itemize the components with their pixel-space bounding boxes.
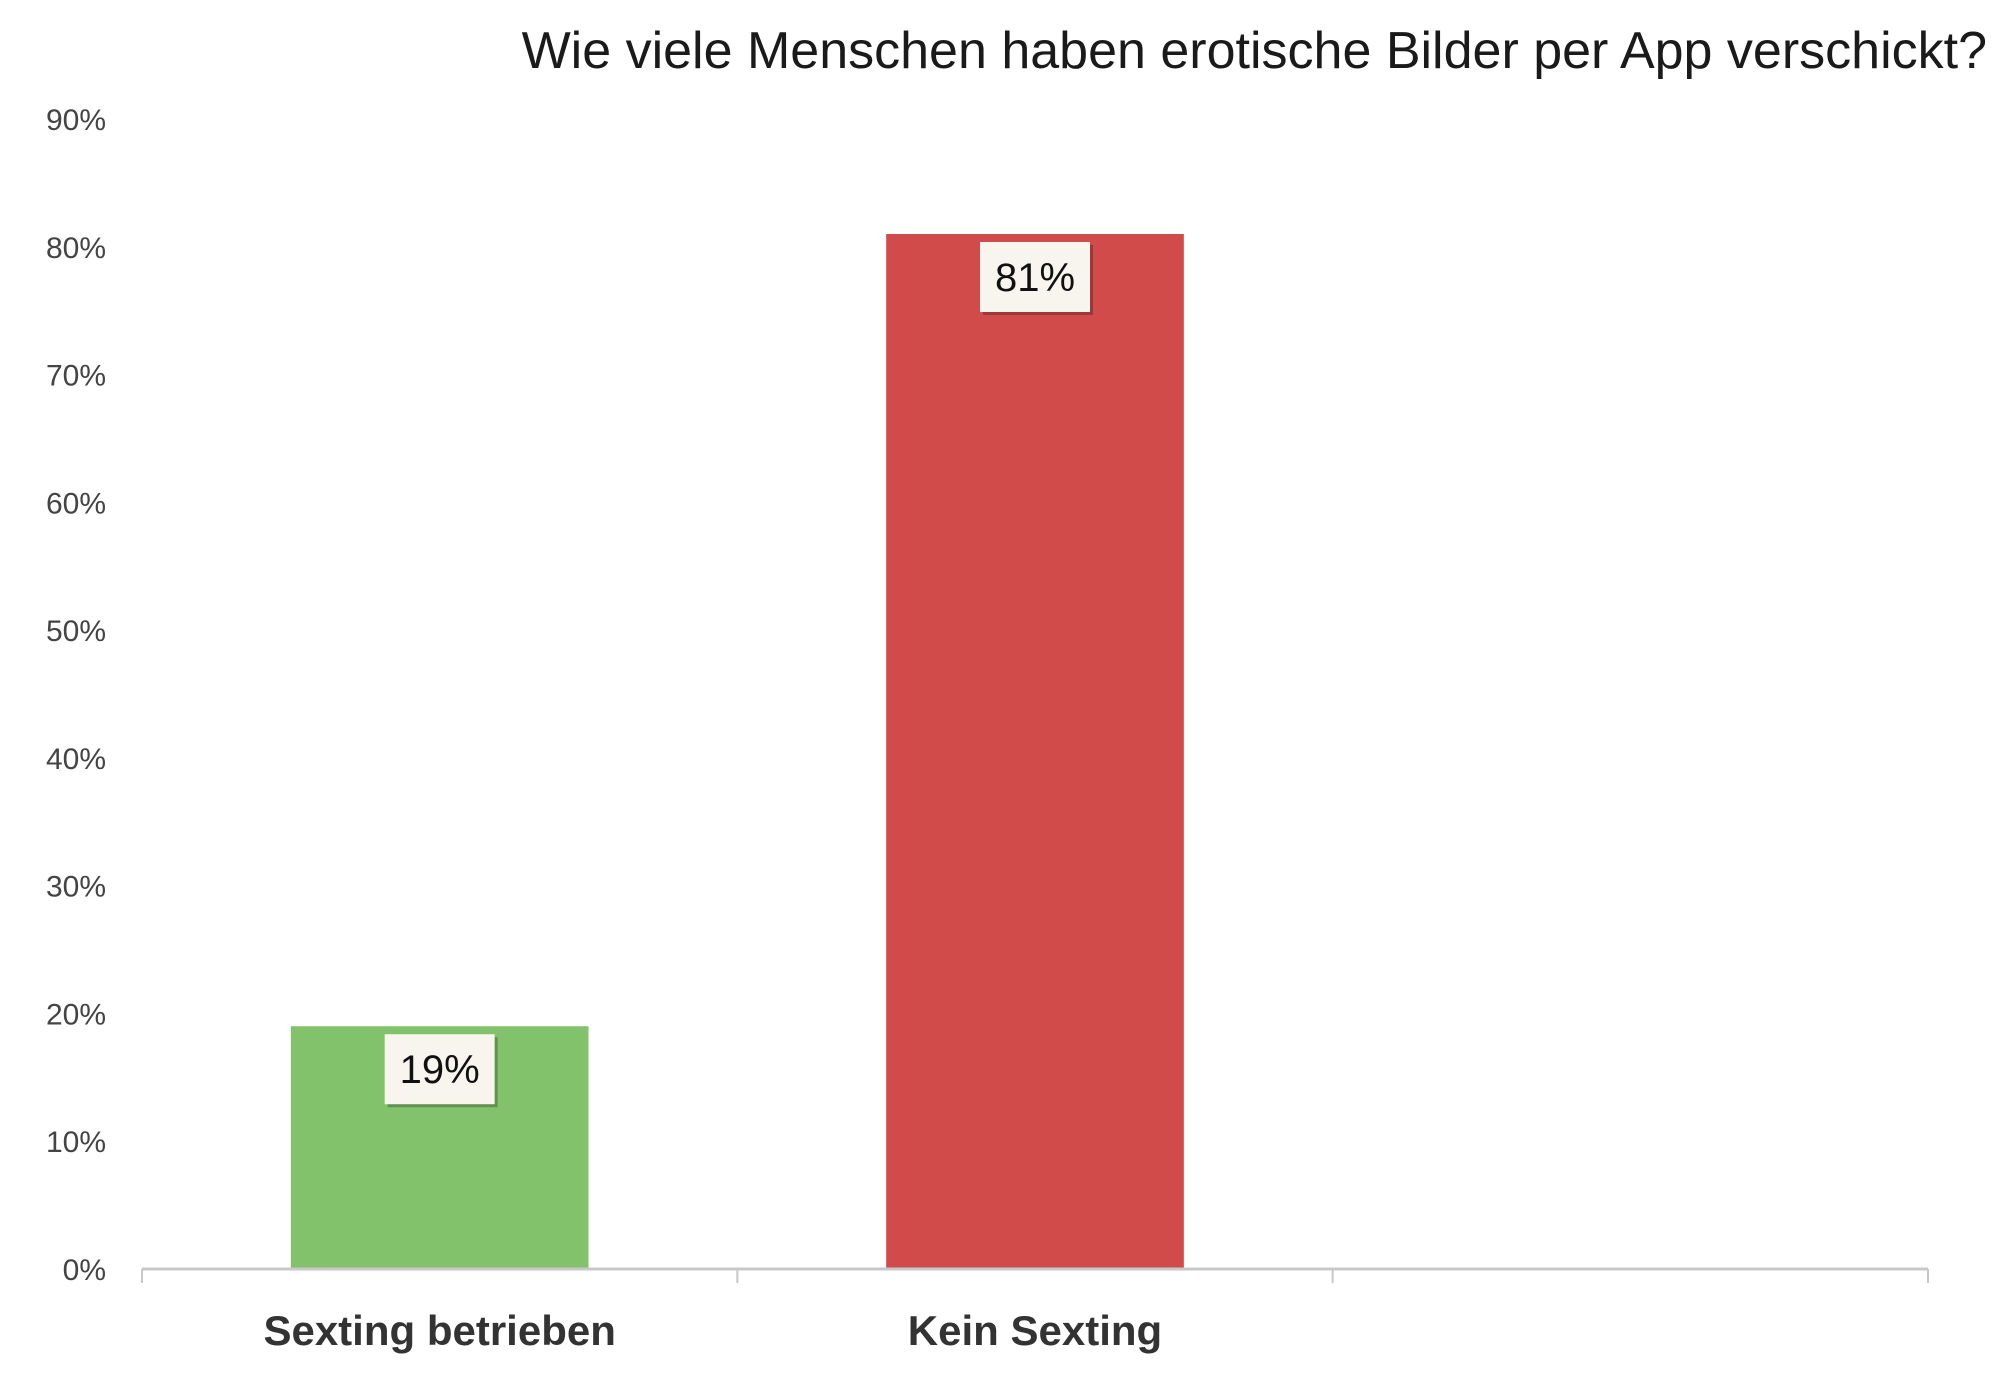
x-category-label: Sexting betrieben (263, 1307, 615, 1354)
y-tick-label: 60% (46, 487, 106, 520)
x-category-label: Kein Sexting (908, 1307, 1162, 1354)
x-axis: Sexting betrieben Kein Sexting (141, 1267, 1929, 1354)
bar (886, 234, 1184, 1269)
y-tick-label: 70% (46, 360, 106, 393)
data-label-box (980, 242, 1090, 312)
data-label-box (384, 1034, 495, 1105)
bars: 19% 81% (290, 234, 1184, 1269)
y-tick-label: 50% (46, 615, 106, 648)
y-tick-label: 40% (46, 743, 106, 776)
chart-title: Wie viele Menschen haben erotische Bilde… (522, 22, 1987, 80)
data-label: 81% (995, 256, 1075, 300)
data-label: 19% (400, 1048, 480, 1092)
y-tick-label: 20% (46, 998, 106, 1031)
y-tick-label: 80% (46, 232, 106, 265)
y-tick-label: 90% (46, 104, 106, 137)
y-axis: 0% 10% 20% 30% 40% 50% 60% 70% 80% 90% (46, 104, 106, 1287)
y-tick-label: 30% (46, 871, 106, 904)
y-tick-label: 10% (46, 1126, 106, 1159)
y-tick-label: 0% (63, 1254, 106, 1287)
